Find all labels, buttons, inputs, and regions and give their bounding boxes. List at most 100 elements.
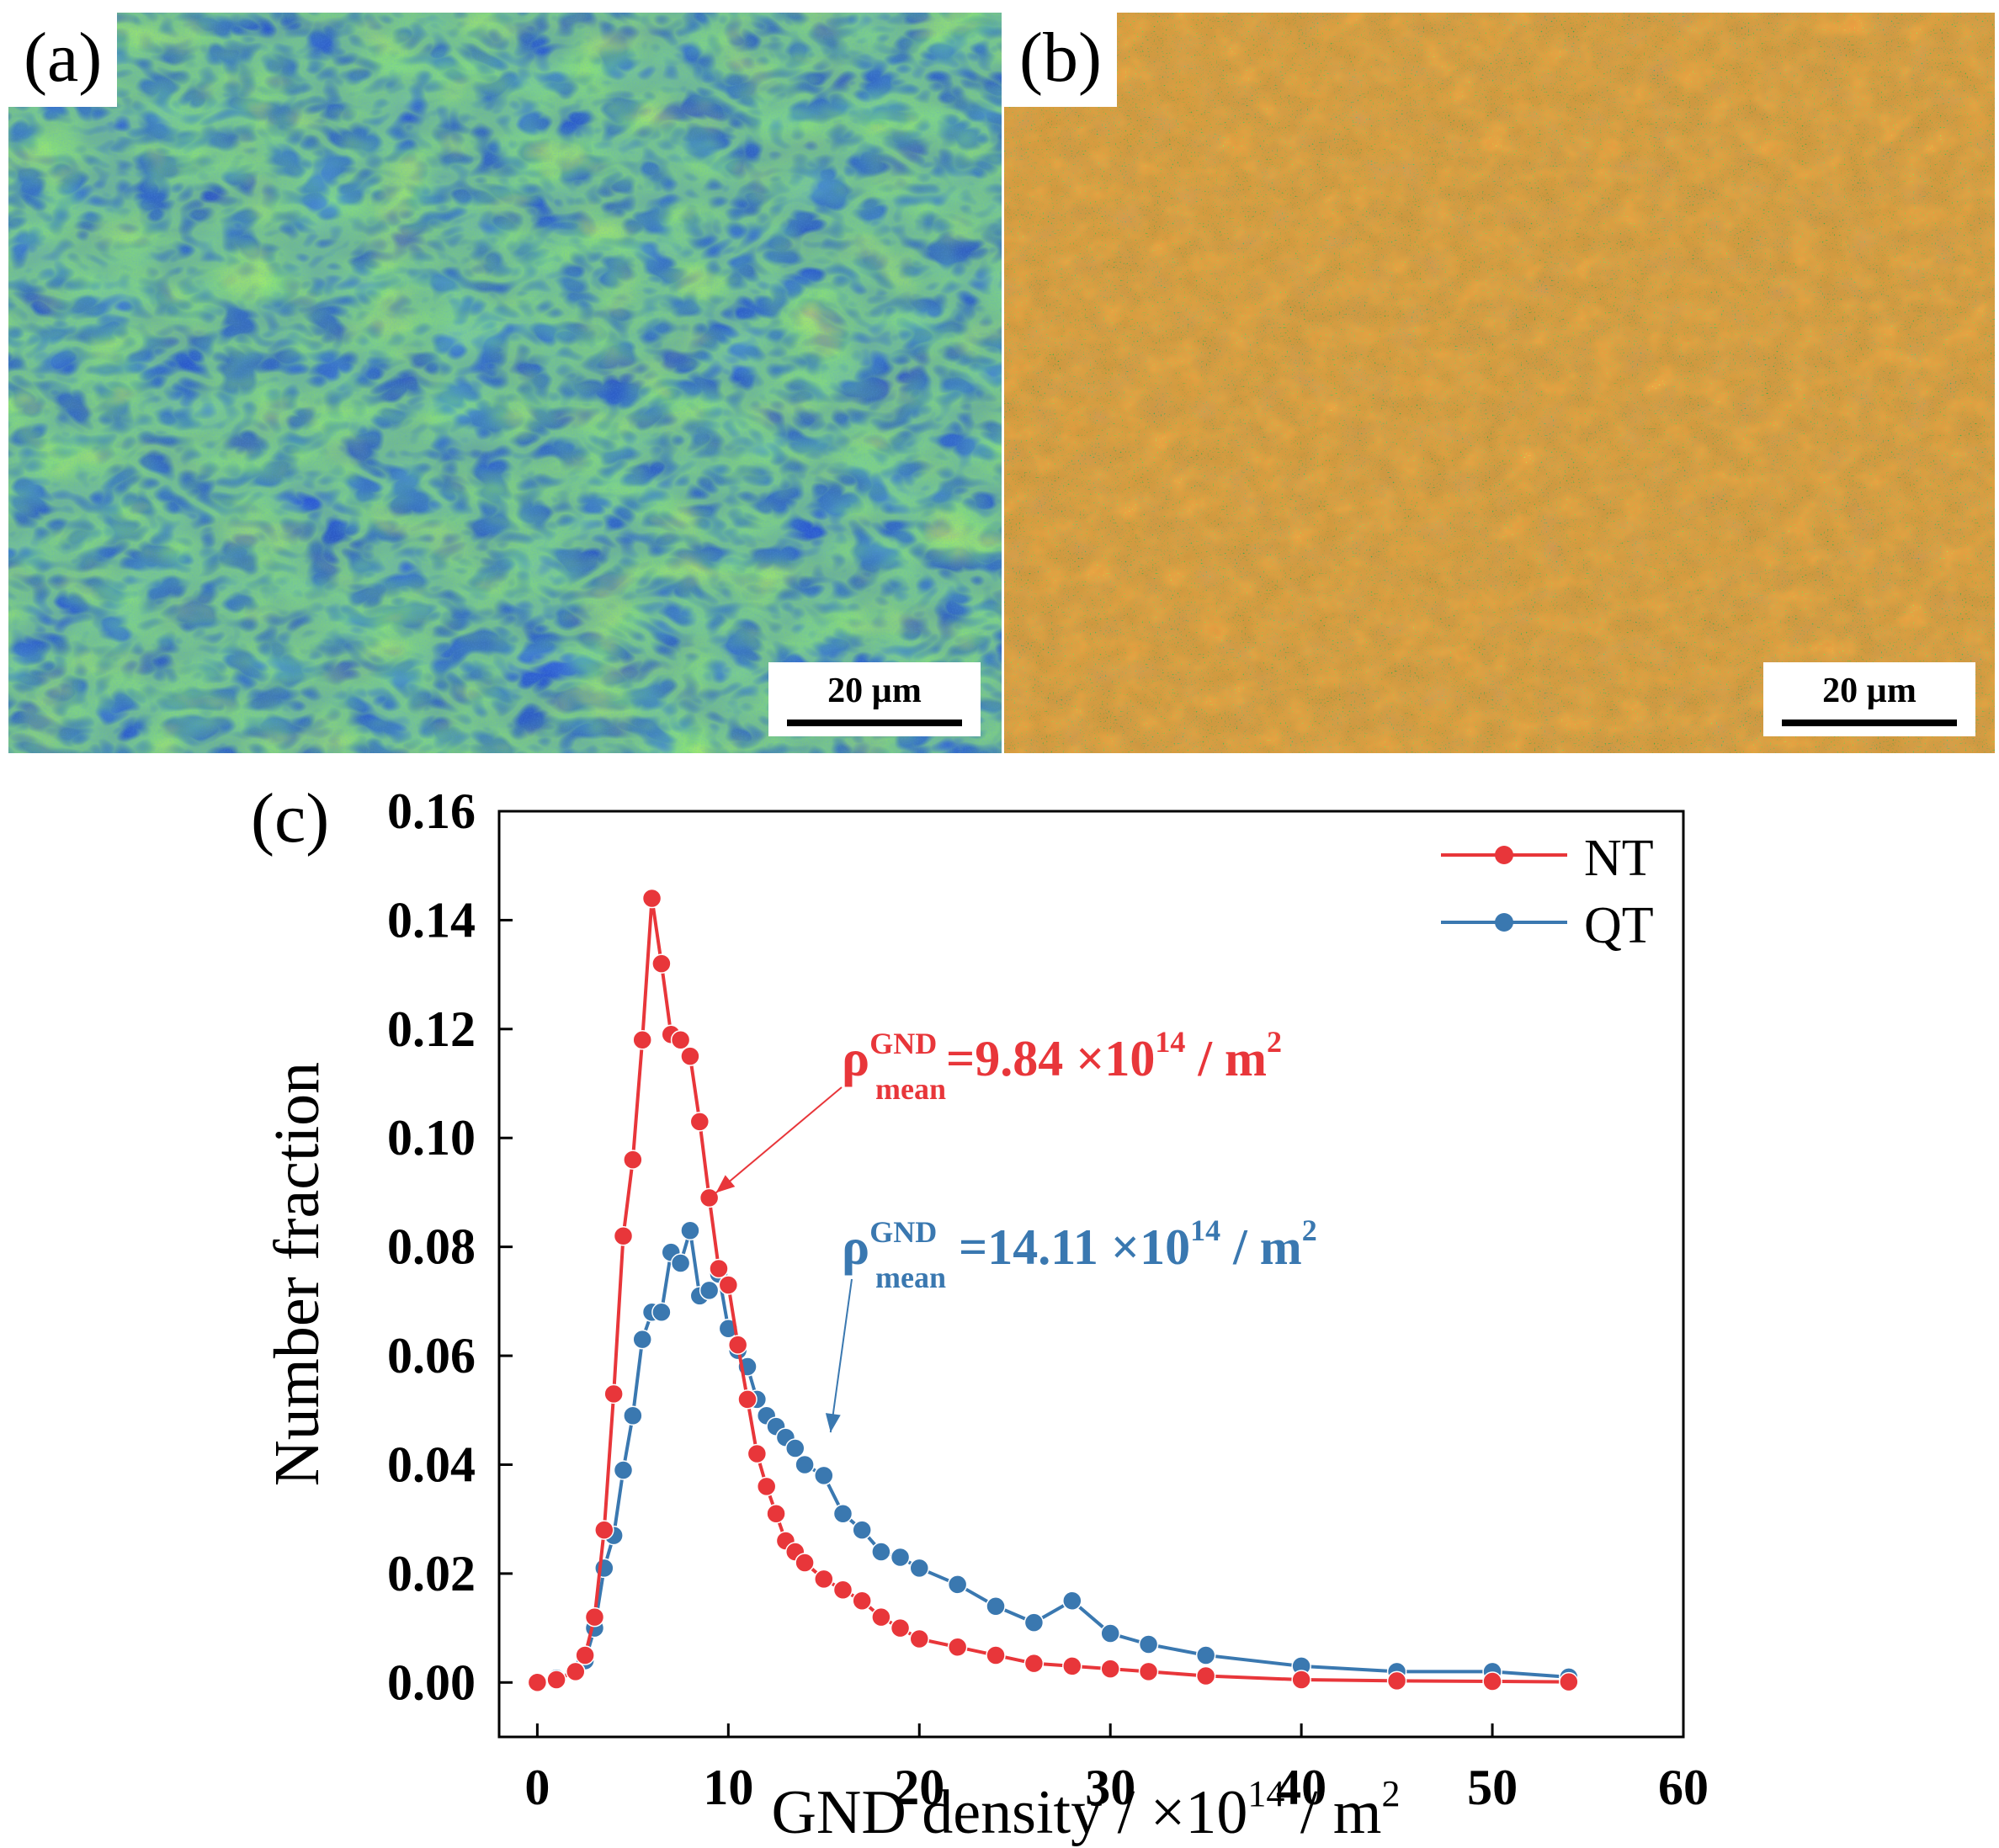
data-point-nt xyxy=(632,1030,652,1050)
data-point-nt xyxy=(623,1150,643,1170)
data-point-nt xyxy=(1100,1659,1120,1679)
data-point-nt xyxy=(594,1520,614,1540)
data-point-nt xyxy=(527,1672,548,1693)
annotation-nt-sub: mean xyxy=(875,1072,946,1106)
x-tick-label: 50 xyxy=(1467,1760,1518,1815)
scale-bar-a-label: 20 µm xyxy=(827,672,922,710)
annotation-nt-sup: GND xyxy=(869,1027,937,1060)
panel-label-c: (c) xyxy=(251,779,329,858)
y-axis: 0.00 0.02 0.04 0.06 0.08 0.10 0.12 0.14 0.16 xyxy=(387,783,513,1710)
data-point-nt xyxy=(814,1569,834,1590)
data-point-nt xyxy=(1062,1656,1082,1676)
data-point-nt xyxy=(546,1670,566,1690)
scale-bar-a-line xyxy=(787,720,962,726)
data-point-nt xyxy=(890,1617,911,1638)
annotation-nt-rho: ρ xyxy=(842,1030,869,1087)
data-point-qt xyxy=(1195,1645,1216,1665)
data-point-nt xyxy=(575,1645,595,1665)
data-point-nt xyxy=(718,1275,739,1295)
gnd-map-a-image xyxy=(8,13,1002,753)
scale-bar-b-label: 20 µm xyxy=(1822,672,1917,710)
scale-bar-b-line xyxy=(1782,720,1957,726)
legend: NT QT xyxy=(1441,830,1654,954)
data-point-qt xyxy=(871,1542,891,1562)
series-nt xyxy=(527,888,1579,1693)
annotation-arrowhead-qt xyxy=(825,1413,841,1433)
annotation-qt-value: =14.11 ×10 xyxy=(946,1219,1190,1275)
annotation-qt-unit: / m xyxy=(1220,1219,1302,1275)
gnd-density-chart: (c) 0.00 0.02 0.04 0.06 0.08 0.10 0.12 0.14 0.16… xyxy=(251,779,1709,1847)
annotation-arrow-nt xyxy=(715,1086,843,1194)
data-point-qt xyxy=(986,1596,1006,1617)
annotation-arrowhead-nt xyxy=(715,1175,736,1193)
scale-bar-a: 20 µm xyxy=(768,662,981,736)
data-point-nt xyxy=(947,1637,968,1657)
x-axis-label-exp: 14 xyxy=(1247,1773,1284,1814)
y-tick-label: 0.12 xyxy=(387,1001,476,1057)
annotation-nt-unit: / m xyxy=(1185,1031,1267,1086)
y-tick-label: 0.06 xyxy=(387,1328,476,1383)
x-tick-label: 40 xyxy=(1276,1760,1326,1815)
annotation-qt-exp: 14 xyxy=(1190,1213,1220,1247)
legend-marker-nt xyxy=(1495,846,1513,864)
data-point-qt xyxy=(670,1253,691,1273)
x-tick-label: 60 xyxy=(1658,1760,1709,1815)
data-point-qt xyxy=(795,1454,815,1475)
y-axis-label: Number fraction xyxy=(262,1062,332,1486)
data-point-nt xyxy=(852,1590,872,1611)
data-point-nt xyxy=(603,1383,624,1405)
annotation-qt-unit-exp: 2 xyxy=(1302,1213,1317,1247)
data-point-qt xyxy=(947,1575,968,1595)
data-point-qt xyxy=(1023,1612,1045,1633)
data-point-nt xyxy=(1195,1665,1216,1686)
data-point-qt xyxy=(623,1405,643,1426)
data-point-qt xyxy=(680,1220,700,1240)
data-point-nt xyxy=(680,1046,700,1066)
x-tick-label: 0 xyxy=(524,1760,550,1815)
data-point-qt xyxy=(699,1280,720,1301)
data-point-qt xyxy=(632,1329,652,1350)
data-point-nt xyxy=(651,953,672,974)
data-point-nt xyxy=(737,1389,758,1410)
data-point-qt xyxy=(1138,1634,1159,1654)
legend-label-qt: QT xyxy=(1584,897,1654,954)
x-tick-label: 10 xyxy=(703,1760,753,1815)
panel-label-a: (a) xyxy=(8,13,118,107)
y-tick-label: 0.08 xyxy=(387,1219,476,1275)
annotation-qt-sup: GND xyxy=(869,1215,937,1249)
x-axis: 0 10 20 30 40 50 60 xyxy=(524,1723,1709,1815)
data-point-nt xyxy=(986,1645,1006,1665)
data-point-nt xyxy=(699,1187,720,1208)
plot-frame xyxy=(497,810,1685,1739)
data-point-nt xyxy=(1291,1670,1311,1690)
x-axis-label-text: GND density / ×10 xyxy=(771,1778,1247,1847)
data-point-nt xyxy=(756,1476,777,1497)
annotation-qt-rho: ρ xyxy=(842,1219,869,1276)
x-axis-label-unit-exp: 2 xyxy=(1382,1773,1401,1814)
annotation-arrows xyxy=(715,1086,853,1433)
data-point-nt xyxy=(832,1580,853,1601)
data-point-nt xyxy=(727,1335,748,1355)
data-point-nt xyxy=(1023,1653,1045,1674)
annotation-qt-sub: mean xyxy=(875,1261,946,1294)
gnd-map-b-image xyxy=(1004,13,1995,753)
legend-marker-qt xyxy=(1495,913,1513,932)
y-tick-label: 0.10 xyxy=(387,1110,476,1166)
data-point-nt xyxy=(766,1503,786,1524)
panel-label-b: (b) xyxy=(1004,13,1117,107)
annotation-qt: ρGND mean =14.11 ×1014 / m2 xyxy=(842,1213,1317,1294)
y-tick-label: 0.02 xyxy=(387,1546,476,1601)
series-layer xyxy=(527,888,1579,1693)
data-point-qt xyxy=(814,1465,834,1486)
data-point-nt xyxy=(1482,1671,1502,1691)
data-point-qt xyxy=(1100,1623,1120,1644)
data-point-nt xyxy=(566,1661,586,1682)
data-point-nt xyxy=(670,1030,691,1050)
data-point-nt xyxy=(1138,1661,1159,1682)
data-point-qt xyxy=(613,1460,634,1480)
x-axis-label-unit: / m xyxy=(1284,1778,1381,1847)
data-point-nt xyxy=(1559,1671,1579,1692)
data-point-nt xyxy=(613,1225,634,1246)
gnd-map-b: (b) 20 µm xyxy=(1004,13,1995,753)
data-point-nt xyxy=(641,888,662,909)
